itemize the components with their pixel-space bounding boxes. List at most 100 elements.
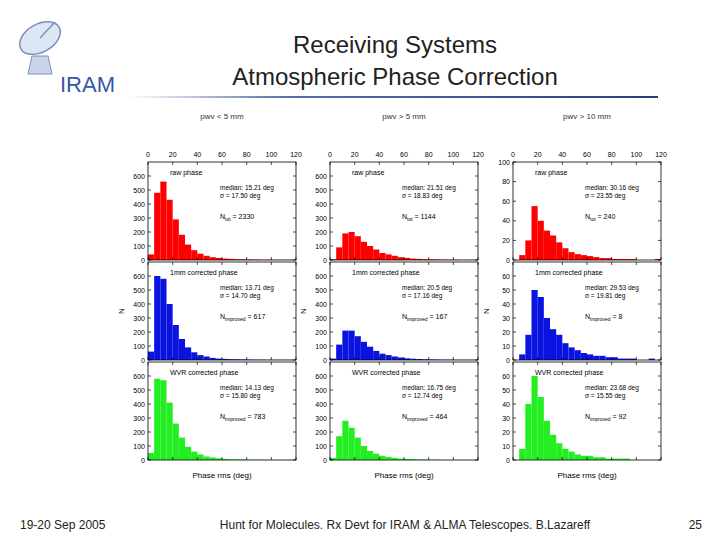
- annotation-value: = 167: [428, 313, 448, 320]
- histogram-bar: [593, 257, 599, 260]
- histogram-bar: [392, 357, 398, 361]
- x-tick-label: 20: [351, 151, 359, 158]
- panel-title: WVR corrected phase: [535, 369, 604, 377]
- y-tick-label: 80: [502, 178, 510, 185]
- x-tick: [636, 457, 637, 460]
- y-tick: [658, 404, 661, 405]
- y-tick-label: 300: [133, 415, 145, 422]
- x-tick-label: 100: [630, 151, 642, 158]
- histogram-bar: [167, 304, 173, 360]
- histogram-bar: [179, 339, 185, 360]
- histogram-bar: [599, 356, 605, 360]
- annotation: median: 15.21 deg: [220, 184, 274, 192]
- histogram-bar: [154, 276, 160, 360]
- y-tick: [475, 332, 478, 333]
- annotation: median: 23.68 deg: [585, 384, 639, 392]
- histogram-bar: [355, 438, 361, 460]
- x-tick: [537, 162, 538, 165]
- histogram-bar: [386, 457, 392, 460]
- annotation-value: = 2330: [231, 213, 255, 220]
- y-tick: [475, 176, 478, 177]
- plot-frame: [330, 362, 478, 460]
- y-tick-label: 0: [506, 257, 510, 264]
- histogram-bar: [197, 454, 203, 460]
- bars: [330, 331, 478, 360]
- x-tick: [636, 257, 637, 260]
- y-tick-label: 20: [502, 329, 510, 336]
- x-tick: [296, 362, 297, 365]
- y-tick: [475, 190, 478, 191]
- y-tick: [475, 432, 478, 433]
- x-tick: [197, 257, 198, 260]
- y-tick-label: 60: [502, 373, 510, 380]
- annotation: σ = 12.74 deg: [402, 392, 443, 400]
- annotation: σ = 23.55 deg: [585, 192, 626, 200]
- plot-background: [513, 262, 661, 360]
- bars: [148, 276, 296, 360]
- y-tick: [330, 276, 333, 277]
- histogram-bar: [519, 354, 525, 360]
- y-tick: [658, 418, 661, 419]
- histogram-bar: [167, 403, 173, 460]
- x-tick: [453, 457, 454, 460]
- y-tick: [293, 460, 296, 461]
- plot-frame: [513, 362, 661, 460]
- y-tick-label: 10: [502, 343, 510, 350]
- y-tick-label: 100: [498, 159, 510, 166]
- y-tick-label: 500: [133, 287, 145, 294]
- x-tick: [354, 357, 355, 360]
- x-tick: [148, 257, 149, 260]
- y-tick: [658, 276, 661, 277]
- histogram-bar: [154, 193, 160, 260]
- x-tick: [611, 257, 612, 260]
- histogram-bar: [210, 257, 216, 260]
- plot-frame: [148, 262, 296, 360]
- x-tick: [197, 457, 198, 460]
- y-tick-label: 30: [502, 415, 510, 422]
- histogram-bar: [185, 347, 191, 360]
- plot-frame: [513, 162, 661, 260]
- y-tick: [293, 346, 296, 347]
- histogram-panel: 0100200300400500600WVR corrected phasePh…: [315, 362, 478, 480]
- y-tick: [513, 460, 516, 461]
- y-tick: [293, 446, 296, 447]
- x-tick: [428, 262, 429, 265]
- y-tick: [513, 432, 516, 433]
- histogram-bar: [179, 438, 185, 460]
- x-tick: [453, 357, 454, 360]
- y-tick: [475, 232, 478, 233]
- y-tick: [293, 246, 296, 247]
- histogram-bar: [569, 347, 575, 360]
- x-tick: [148, 362, 149, 365]
- annotation-value: = 783: [246, 413, 266, 420]
- x-tick: [354, 362, 355, 365]
- histogram-bar: [544, 231, 550, 260]
- y-tick: [330, 260, 333, 261]
- x-tick-label: 40: [558, 151, 566, 158]
- x-tick-label: 120: [472, 151, 484, 158]
- x-tick-label: 80: [425, 151, 433, 158]
- x-tick: [271, 162, 272, 165]
- y-tick: [475, 460, 478, 461]
- y-tick: [148, 404, 151, 405]
- plot-background: [513, 362, 661, 460]
- histogram-bar: [544, 318, 550, 360]
- y-tick-label: 600: [133, 373, 145, 380]
- y-tick: [293, 432, 296, 433]
- y-tick: [293, 204, 296, 205]
- logo-dish: [14, 15, 66, 61]
- y-tick: [513, 418, 516, 419]
- y-tick: [148, 390, 151, 391]
- x-tick: [271, 257, 272, 260]
- x-tick: [296, 262, 297, 265]
- x-tick: [404, 362, 405, 365]
- annotation: median: 21.51 deg: [402, 184, 456, 192]
- y-tick: [513, 360, 516, 361]
- y-tick-label: 100: [315, 243, 327, 250]
- annotation: σ = 18.83 deg: [402, 192, 443, 200]
- x-tick: [330, 257, 331, 260]
- plot-frame: [330, 162, 478, 260]
- x-tick: [478, 362, 479, 365]
- x-tick-label: 100: [447, 151, 459, 158]
- histogram-bar: [167, 200, 173, 260]
